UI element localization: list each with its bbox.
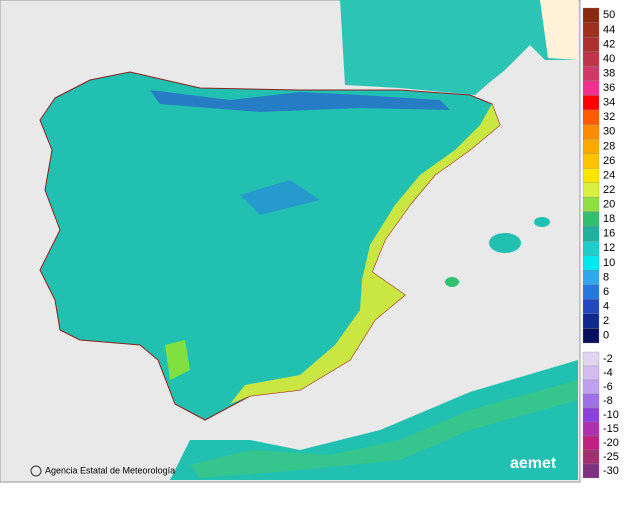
legend-label: -6 bbox=[603, 381, 613, 393]
legend-label: 18 bbox=[603, 213, 615, 225]
france bbox=[340, 0, 578, 95]
legend-swatch bbox=[582, 351, 600, 367]
legend-swatch bbox=[582, 226, 600, 242]
legend-label: 28 bbox=[603, 140, 615, 152]
legend-label: 26 bbox=[603, 155, 615, 167]
legend-swatch bbox=[582, 7, 600, 23]
legend-label: 12 bbox=[603, 242, 615, 254]
legend-label: 0 bbox=[603, 330, 609, 342]
legend-label: 40 bbox=[603, 53, 615, 65]
legend-swatch bbox=[582, 435, 600, 451]
island bbox=[489, 233, 521, 253]
legend-label: -2 bbox=[603, 353, 613, 365]
legend-swatch bbox=[582, 449, 600, 465]
legend-label: -25 bbox=[603, 451, 619, 463]
legend-label: 36 bbox=[603, 82, 615, 94]
legend-label: 8 bbox=[603, 271, 609, 283]
agency-name: Agencia Estatal de Meteorología bbox=[45, 465, 175, 475]
legend-swatch bbox=[582, 168, 600, 183]
coast-warm bbox=[230, 104, 500, 404]
legend-label: 22 bbox=[603, 184, 615, 196]
legend-swatch bbox=[582, 182, 600, 198]
sea-corner bbox=[540, 0, 578, 60]
legend-swatch bbox=[582, 365, 600, 381]
valley bbox=[165, 340, 190, 380]
legend-label: 44 bbox=[603, 24, 615, 36]
mountains bbox=[150, 90, 450, 112]
mountains bbox=[240, 180, 320, 215]
legend: 5044424038363432302826242220181612108642… bbox=[582, 7, 619, 479]
legend-swatch bbox=[582, 51, 600, 67]
legend-label: -10 bbox=[603, 409, 619, 421]
legend-label: 42 bbox=[603, 38, 615, 50]
legend-swatch bbox=[582, 153, 600, 169]
legend-label: 16 bbox=[603, 228, 615, 240]
legend-label: 30 bbox=[603, 126, 615, 138]
legend-label: 32 bbox=[603, 111, 615, 123]
legend-swatch bbox=[582, 66, 600, 81]
legend-swatch bbox=[582, 36, 600, 52]
legend-swatch bbox=[582, 284, 600, 300]
legend-swatch bbox=[582, 463, 600, 479]
legend-swatch bbox=[582, 211, 600, 227]
legend-swatch bbox=[582, 379, 600, 395]
legend-swatch bbox=[582, 328, 600, 344]
legend-label: -4 bbox=[603, 367, 613, 379]
legend-label: -15 bbox=[603, 423, 619, 435]
legend-swatch bbox=[582, 197, 600, 213]
legend-label: 20 bbox=[603, 199, 615, 211]
legend-label: -8 bbox=[603, 395, 613, 407]
legend-label: 6 bbox=[603, 286, 609, 298]
copyright-icon bbox=[30, 465, 42, 477]
legend-swatch bbox=[582, 393, 600, 409]
legend-label: 38 bbox=[603, 67, 615, 79]
africa-coast bbox=[190, 380, 578, 478]
legend-label: 4 bbox=[603, 300, 609, 312]
legend-swatch bbox=[582, 80, 600, 96]
map bbox=[39, 0, 578, 480]
legend-swatch bbox=[582, 421, 600, 437]
legend-label: 50 bbox=[603, 9, 615, 21]
africa bbox=[170, 360, 578, 480]
legend-label: 34 bbox=[603, 97, 615, 109]
legend-swatch bbox=[582, 270, 600, 285]
legend-label: 2 bbox=[603, 315, 609, 327]
island bbox=[534, 217, 550, 227]
legend-swatch bbox=[582, 255, 600, 271]
legend-swatch bbox=[582, 109, 600, 125]
legend-label: -30 bbox=[603, 465, 619, 477]
legend-label: -20 bbox=[603, 437, 619, 449]
legend-swatch bbox=[582, 240, 600, 256]
legend-swatch bbox=[582, 124, 600, 140]
logo: aemet bbox=[510, 455, 557, 472]
legend-swatch bbox=[582, 407, 600, 423]
legend-swatch bbox=[582, 138, 600, 154]
legend-label: 10 bbox=[603, 257, 615, 269]
legend-swatch bbox=[582, 22, 600, 38]
legend-swatch bbox=[582, 95, 600, 111]
legend-label: 24 bbox=[603, 169, 615, 181]
legend-swatch bbox=[582, 299, 600, 315]
legend-swatch bbox=[582, 313, 600, 329]
island bbox=[445, 277, 459, 287]
